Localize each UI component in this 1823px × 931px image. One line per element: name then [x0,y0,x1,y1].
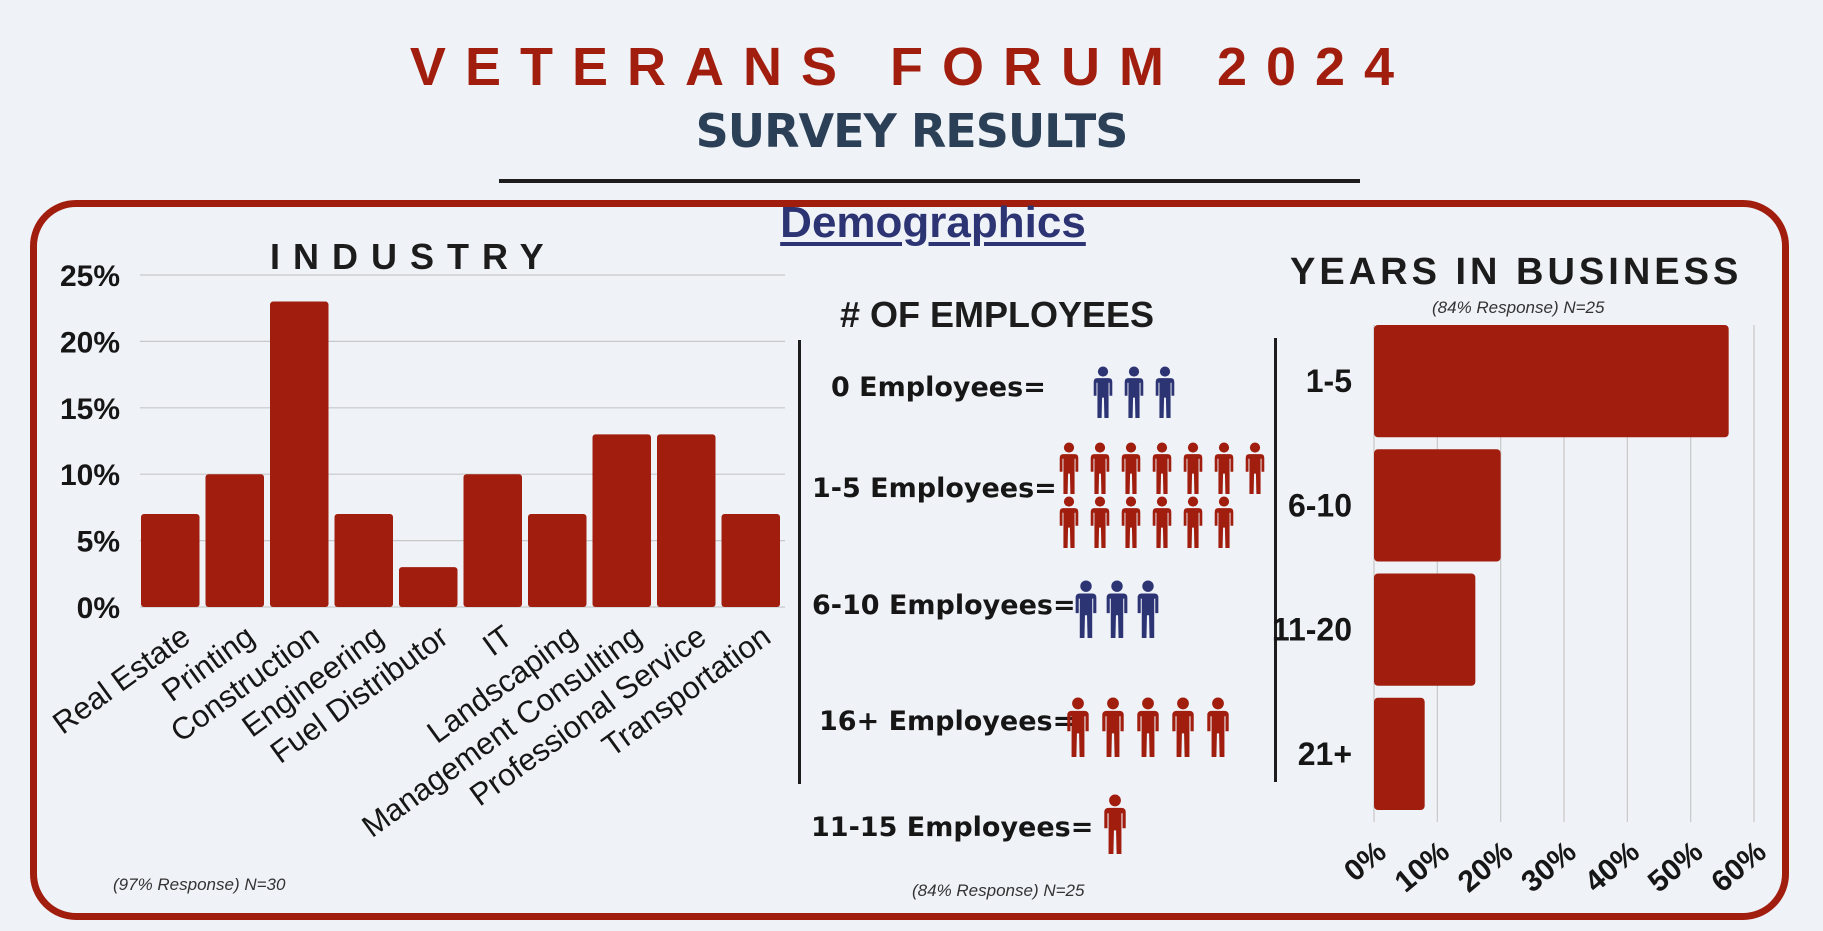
years-chart-title: YEARS IN BUSINESS [1290,251,1743,293]
person-icon [1207,697,1229,757]
employee-icon-group [1088,366,1180,418]
industry-bar-chart: 0%5%10%15%20%25%Real EstatePrintingConst… [46,260,785,844]
employee-icon-row [1071,580,1163,638]
years-y-label: 11-20 [1272,612,1352,648]
years-bar [1374,449,1501,562]
employee-icon-row [1061,697,1235,757]
years-bar-chart: 0%10%20%30%40%50%60% 1-5 6-10 11-20 21+ [1272,325,1772,899]
person-icon [1137,697,1159,757]
industry-bar [205,474,264,607]
years-x-tick: 40% [1579,835,1646,899]
industry-y-tick: 25% [60,260,120,293]
industry-bar [657,434,716,607]
person-icon [1214,442,1234,494]
person-icon [1090,442,1110,494]
employee-icon-group [1054,442,1270,548]
years-x-tick: 10% [1389,835,1456,899]
years-bar [1374,697,1425,810]
employees-right-divider [1274,338,1277,782]
employee-row-label: 1-5 Employees= [812,473,1057,504]
person-icon [1059,496,1079,548]
industry-bar [334,514,393,607]
years-x-tick: 0% [1338,835,1392,888]
person-icon [1106,580,1128,638]
employee-icon-row [1054,442,1270,494]
years-y-label: 6-10 [1288,487,1352,523]
industry-bar [141,514,200,607]
industry-y-tick: 20% [60,326,120,359]
employee-icon-group [1061,697,1235,757]
industry-y-tick: 5% [77,526,120,559]
industry-bar [399,567,458,607]
person-icon [1152,442,1172,494]
person-icon [1059,442,1079,494]
industry-response-note: (97% Response) N=30 [113,875,286,894]
years-bar [1374,325,1729,438]
demographics-heading: Demographics [780,198,1086,247]
years-y-label: 21+ [1298,736,1352,772]
person-icon [1075,580,1097,638]
person-icon [1214,496,1234,548]
years-x-tick: 30% [1515,835,1582,899]
person-icon [1155,366,1175,418]
title-divider [499,179,1360,183]
employees-title: # OF EMPLOYEES [840,294,1155,335]
employee-icon-row [1088,366,1180,418]
employee-icon-group [1100,794,1130,854]
industry-bar [528,514,587,607]
years-x-tick: 50% [1642,835,1709,899]
years-bar [1374,573,1476,686]
person-icon [1172,697,1194,757]
employee-icon-row [1100,794,1130,854]
employee-row-label: 0 Employees= [831,372,1046,403]
person-icon [1104,794,1126,854]
industry-y-tick: 10% [60,459,120,492]
person-icon [1102,697,1124,757]
industry-chart-title: INDUSTRY [270,236,557,277]
person-icon [1137,580,1159,638]
industry-bar [463,474,522,607]
years-x-tick: 20% [1452,835,1519,899]
employee-row-label: 6-10 Employees= [812,590,1076,621]
years-y-label: 1-5 [1306,363,1352,399]
industry-bar [592,434,651,607]
employee-icon-group [1071,580,1163,638]
person-icon [1093,366,1113,418]
person-icon [1152,496,1172,548]
employee-icon-row [1054,496,1270,548]
survey-results-subtitle: SURVEY RESULTS [695,104,1129,158]
person-icon [1121,442,1141,494]
person-icon [1121,496,1141,548]
person-icon [1245,442,1265,494]
years-response-note: (84% Response) N=25 [1432,298,1605,317]
person-icon [1124,366,1144,418]
industry-bar [721,514,780,607]
demographics-panel [30,200,1789,920]
person-icon [1183,442,1203,494]
person-icon [1090,496,1110,548]
person-icon [1067,697,1089,757]
main-title: VETERANS FORUM 2024 [409,37,1414,97]
industry-bar [270,301,329,607]
employee-row-label: 16+ Employees= [819,706,1076,737]
industry-y-tick: 0% [77,592,120,625]
person-icon [1183,496,1203,548]
industry-y-tick: 15% [60,393,120,426]
employee-row-label: 11-15 Employees= [811,812,1094,843]
employees-left-divider [798,340,801,784]
years-x-tick: 60% [1705,835,1772,899]
employees-response-note: (84% Response) N=25 [912,881,1085,900]
